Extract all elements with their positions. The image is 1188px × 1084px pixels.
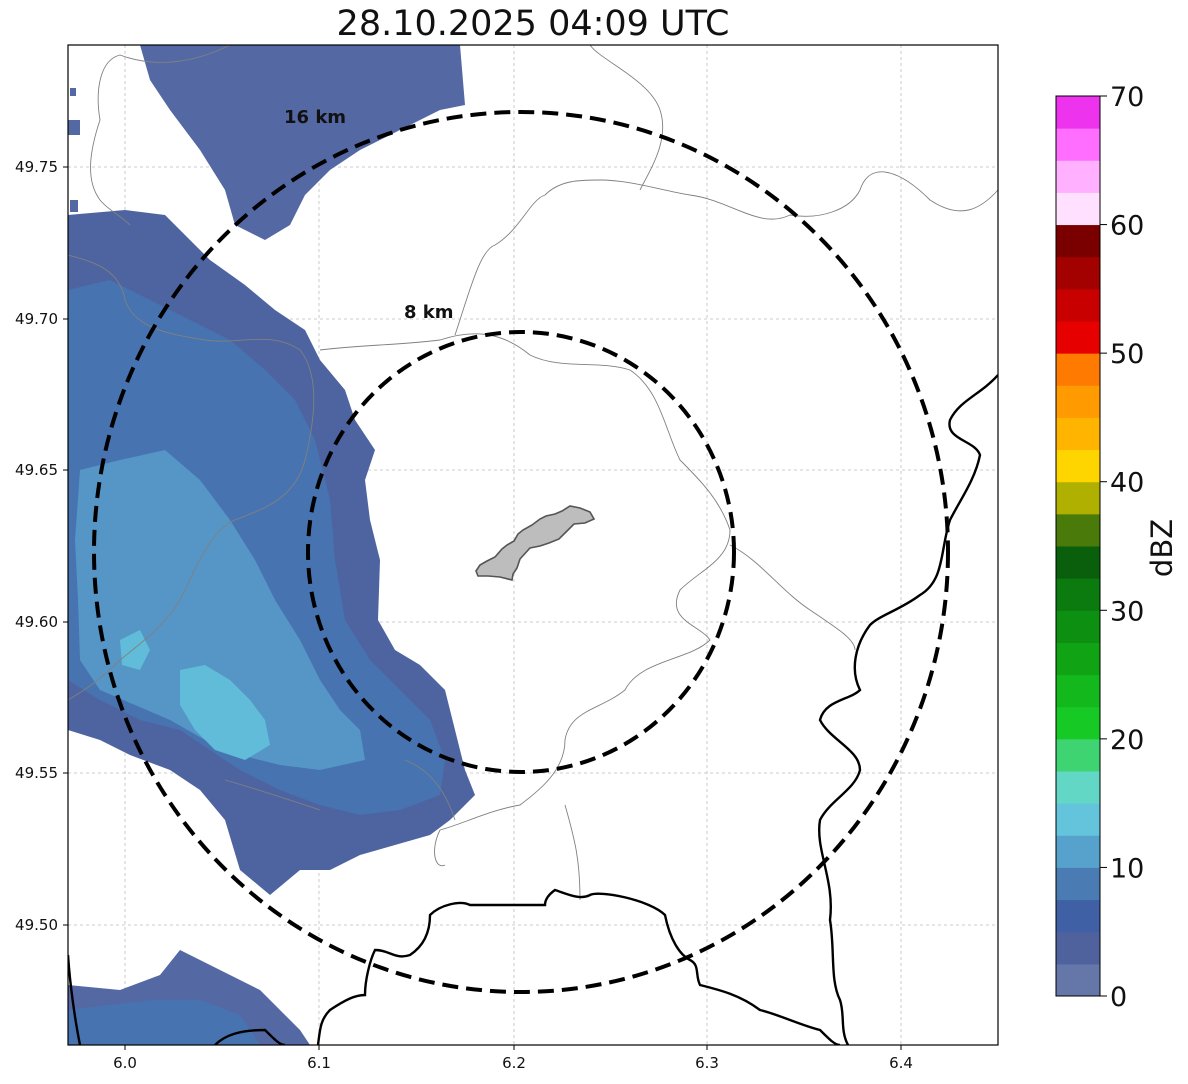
colorbar: 0 10 20 30 40 50 60 70 dBZ bbox=[1056, 82, 1179, 1013]
colorbar-tick-label: 70 bbox=[1110, 82, 1144, 113]
colorbar-label: dBZ bbox=[1145, 519, 1179, 577]
colorbar-tick-label: 20 bbox=[1110, 725, 1144, 756]
y-tick-label: 49.50 bbox=[15, 916, 58, 934]
colorbar-swatch bbox=[1056, 771, 1100, 804]
colorbar-swatch bbox=[1056, 128, 1100, 161]
colorbar-swatch bbox=[1056, 867, 1100, 900]
colorbar-tick-label: 30 bbox=[1110, 596, 1144, 627]
colorbar-tick-label: 40 bbox=[1110, 468, 1144, 499]
colorbar-tick-label: 60 bbox=[1110, 211, 1144, 242]
y-axis: 49.75 49.70 49.65 49.60 49.55 49.50 bbox=[15, 158, 68, 934]
colorbar-tick-label: 0 bbox=[1110, 982, 1127, 1013]
colorbar-swatch bbox=[1056, 289, 1100, 322]
y-tick-label: 49.60 bbox=[15, 613, 58, 631]
colorbar-swatch bbox=[1056, 482, 1100, 515]
x-tick-label: 6.4 bbox=[889, 1054, 913, 1072]
x-tick-label: 6.0 bbox=[113, 1054, 137, 1072]
colorbar-swatch bbox=[1056, 417, 1100, 450]
y-tick-label: 49.55 bbox=[15, 764, 58, 782]
colorbar-swatch bbox=[1056, 835, 1100, 868]
colorbar-swatch bbox=[1056, 803, 1100, 836]
y-tick-label: 49.65 bbox=[15, 461, 58, 479]
colorbar-tick-label: 10 bbox=[1110, 853, 1144, 884]
colorbar-tick-label: 50 bbox=[1110, 339, 1144, 370]
colorbar-swatch bbox=[1056, 385, 1100, 418]
radar-echo bbox=[140, 45, 465, 240]
radar-echo-layer bbox=[68, 45, 475, 1045]
y-tick-label: 49.75 bbox=[15, 158, 58, 176]
colorbar-swatch bbox=[1056, 642, 1100, 675]
colorbar-swatch bbox=[1056, 160, 1100, 193]
radar-echo bbox=[68, 88, 80, 212]
colorbar-swatch bbox=[1056, 900, 1100, 933]
colorbar-swatch bbox=[1056, 578, 1100, 611]
colorbar-swatch bbox=[1056, 321, 1100, 354]
colorbar-swatch bbox=[1056, 450, 1100, 483]
colorbar-swatch bbox=[1056, 353, 1100, 386]
colorbar-swatch bbox=[1056, 610, 1100, 643]
colorbar-swatch bbox=[1056, 96, 1100, 129]
colorbar-ticks: 0 10 20 30 40 50 60 70 bbox=[1100, 82, 1144, 1013]
range-ring-label-16km: 16 km bbox=[284, 107, 346, 128]
colorbar-swatch bbox=[1056, 546, 1100, 579]
colorbar-swatch bbox=[1056, 514, 1100, 547]
y-tick-label: 49.70 bbox=[15, 310, 58, 328]
colorbar-swatches bbox=[1056, 96, 1100, 997]
x-tick-label: 6.3 bbox=[695, 1054, 719, 1072]
x-axis: 6.0 6.1 6.2 6.3 6.4 bbox=[113, 1045, 913, 1072]
colorbar-swatch bbox=[1056, 257, 1100, 290]
colorbar-swatch bbox=[1056, 739, 1100, 772]
built-up-area bbox=[476, 506, 594, 580]
x-tick-label: 6.2 bbox=[502, 1054, 526, 1072]
colorbar-swatch bbox=[1056, 932, 1100, 965]
x-tick-label: 6.1 bbox=[307, 1054, 331, 1072]
colorbar-swatch bbox=[1056, 225, 1100, 258]
range-ring-label-8km: 8 km bbox=[404, 302, 454, 323]
colorbar-swatch bbox=[1056, 675, 1100, 708]
colorbar-swatch bbox=[1056, 964, 1100, 997]
colorbar-swatch bbox=[1056, 192, 1100, 225]
colorbar-swatch bbox=[1056, 707, 1100, 740]
